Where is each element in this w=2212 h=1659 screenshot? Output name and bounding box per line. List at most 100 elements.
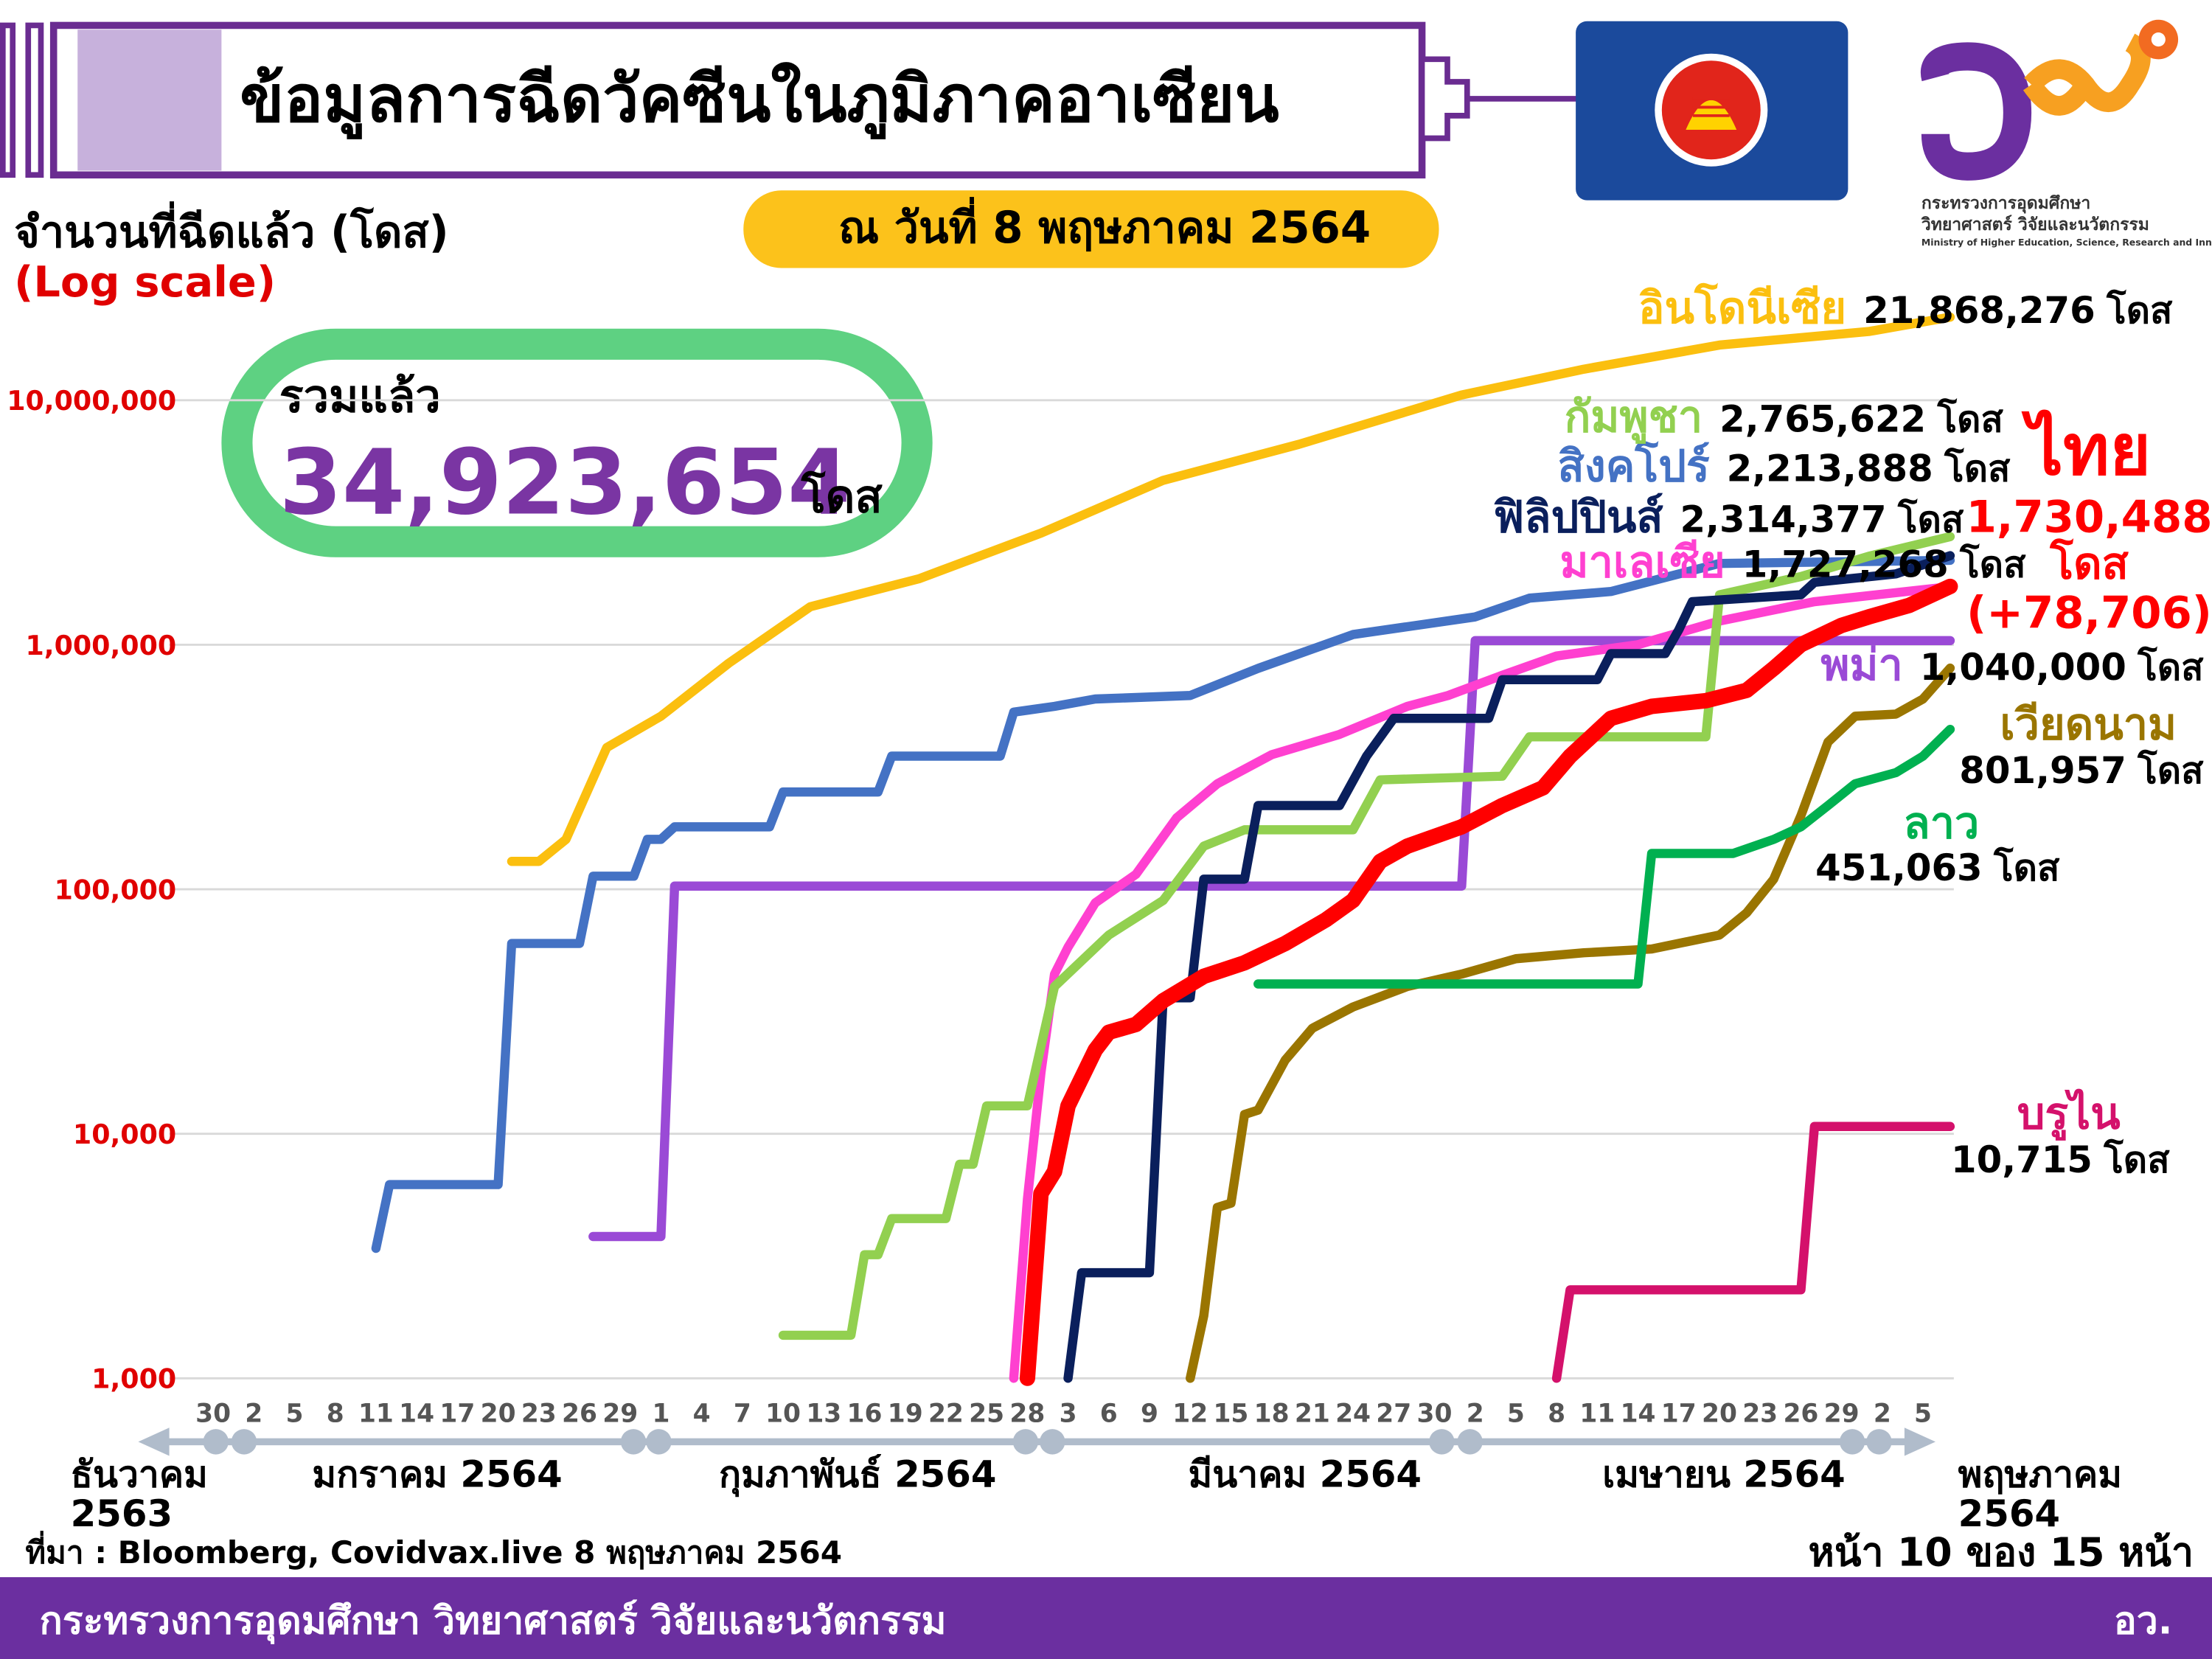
month-label: กุมภาพันธ์ 2564 [719,1453,996,1498]
series-name: เวียดนาม [2000,699,2177,750]
x-tick-label: 20 [1702,1399,1737,1429]
series-label: มาเลเซีย 1,727,268 โดส [1560,537,2027,588]
x-tick-label: 25 [969,1399,1004,1429]
value-label: 2,314,377 [1680,498,1887,540]
value-label: 1,730,488 [1966,491,2212,542]
series-name: ฟิลิปปินส์ [1493,491,1663,542]
x-tick-label: 24 [1335,1399,1371,1429]
footer-ministry: กระทรวงการอุดมศึกษา วิทยาศาสตร์ วิจัยและ… [40,1599,947,1645]
date: ณ วันที่ 8 พฤษภาคม 2564 [838,197,1371,253]
series-label: 801,957 โดส [1959,748,2204,792]
logo-text: วิทยาศาสตร์ วิจัยและนวัตกรรม [1921,215,2149,234]
value-label: 10,715 [1951,1138,2093,1181]
value-label: 451,063 [1815,846,1983,889]
x-tick-label: 2 [1874,1399,1891,1429]
series-name: ลาว [1903,797,1979,848]
x-tick-label: 3 [1060,1399,1077,1429]
y-tick-label: 10,000,000 [7,385,176,417]
y-tick-label: 1,000 [91,1363,176,1395]
x-tick-label: 10 [765,1399,801,1429]
unit-label: โดส [1944,446,2011,490]
axis-dot [1429,1429,1455,1455]
axis-dot [646,1429,672,1455]
series-name: อินโดนีเซีย [1638,282,1846,333]
x-tick-label: 11 [1579,1399,1615,1429]
value-label: 1,040,000 [1920,646,2126,689]
syringe [0,21,1578,179]
x-tick-label: 19 [888,1399,923,1429]
x-tick-label: 18 [1254,1399,1290,1429]
x-tick-label: 15 [1213,1399,1248,1429]
x-tick-label: 6 [1100,1399,1118,1429]
logo-text: กระทรวงการอุดมศึกษา [1921,194,2090,214]
summary-unit: โดส [801,470,883,524]
logo-text: Ministry of Higher Education, Science, R… [1921,237,2212,248]
x-tick-label: 5 [1914,1399,1932,1429]
axis-dot [620,1429,647,1455]
summary-box [221,328,933,557]
month-label: 2564 [1958,1492,2060,1535]
value-label: 801,957 [1959,749,2126,792]
unit-label: โดส [1993,846,2060,889]
series-label: ฟิลิปปินส์ 2,314,377 โดส [1493,491,1964,542]
unit-label: โดส [2049,537,2129,588]
value-label: 1,727,268 [1742,543,1949,586]
x-tick-label: 20 [481,1399,516,1429]
x-tick-label: 7 [734,1399,751,1429]
x-tick-label: 2 [245,1399,262,1429]
series-name: มาเลเซีย [1560,537,1725,588]
axis-dot [203,1429,229,1455]
month-label: 2563 [71,1492,173,1535]
axis-dot [1839,1429,1865,1455]
series-label: อินโดนีเซีย 21,868,276 โดส [1638,282,2173,333]
value-label: 2,765,622 [1719,397,1926,440]
series-label: สิงคโปร์ 2,213,888 โดส [1558,439,2011,491]
series-label: กัมพูชา 2,765,622 โดส [1565,391,2004,444]
value-label: 21,868,276 [1863,289,2096,332]
asean-flag [1576,21,1848,201]
x-tick-label: 17 [439,1399,475,1429]
month-label: มกราคม 2564 [312,1453,562,1496]
series-name: ไทย [2021,408,2151,491]
series-line [1019,578,1958,1386]
x-tick-label: 23 [521,1399,557,1429]
x-tick-label: 5 [286,1399,304,1429]
x-tick-label: 9 [1141,1399,1158,1429]
series-line [1253,724,1955,989]
axis-dot [1040,1429,1065,1455]
page-number: หน้า 10 ของ 15 หน้า [1809,1529,2194,1576]
x-tick-label: 11 [358,1399,394,1429]
summary-value: 34,923,654 [279,429,851,535]
x-tick-label: 23 [1742,1399,1778,1429]
title: ข้อมูลการฉีดวัคซีนในภูมิภาคอาเซียน [240,61,1279,140]
source: ที่มา : Bloomberg, Covidvax.live 8 พฤษภา… [25,1531,842,1571]
x-tick-label: 8 [1548,1399,1565,1429]
x-tick-label: 26 [1783,1399,1818,1429]
axis-dot [1012,1429,1039,1455]
axis-dot [231,1429,257,1455]
x-tick-label: 17 [1661,1399,1697,1429]
scale-note: (Log scale) [14,257,276,307]
x-tick-label: 28 [1009,1399,1045,1429]
month-label: พฤษภาคม [1958,1453,2122,1496]
unit-label: โดส [1936,397,2003,440]
x-tick-label: 4 [693,1399,711,1429]
series-line [371,555,1955,1253]
unit-label: โดส [1959,543,2026,586]
y-axis-label: จำนวนที่ฉีดแล้ว (โดส) [14,201,449,257]
series-name: สิงคโปร์ [1558,439,1710,491]
series-name: พม่า [1820,639,1902,690]
month-label: มีนาคม 2564 [1189,1453,1422,1496]
x-tick-label: 21 [1295,1399,1330,1429]
series-name: กัมพูชา [1565,391,1703,444]
x-tick-label: 27 [1376,1399,1411,1429]
change-label: (+78,706) [1966,587,2212,638]
logo [1920,19,2179,181]
series-label: 10,715 โดส [1951,1138,2170,1181]
unit-label: โดส [1897,497,1964,540]
x-tick-label: 14 [1621,1399,1656,1429]
x-tick-label: 14 [399,1399,434,1429]
x-tick-label: 2 [1467,1399,1484,1429]
unit-label: โดส [2137,748,2204,792]
